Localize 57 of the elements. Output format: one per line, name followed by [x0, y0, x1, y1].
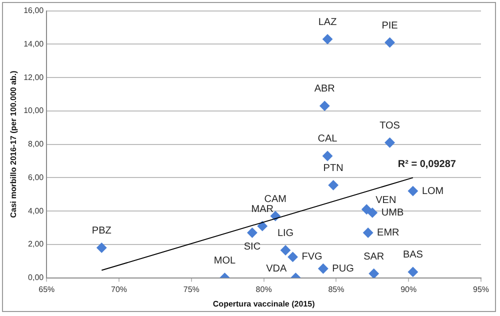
- point: [322, 34, 333, 44]
- annotation: CAL: [318, 134, 338, 145]
- y-tick-label: 8,00: [28, 140, 44, 149]
- annotation: SAR: [364, 251, 384, 262]
- annotation: CAM: [264, 194, 287, 205]
- annotation: VDA: [266, 264, 287, 275]
- y-axis-title: Casi morbillo 2016-17 (per 100.000 ab.): [9, 70, 18, 218]
- annotation: ABR: [314, 84, 335, 95]
- annotation: TOS: [380, 120, 400, 132]
- point: [96, 242, 107, 253]
- point: [384, 138, 395, 148]
- y-tick-label: 14,00: [24, 39, 44, 48]
- point: [367, 208, 378, 218]
- point: [257, 221, 268, 232]
- x-tick-label: 65%: [38, 284, 55, 294]
- point: [280, 245, 291, 256]
- x-tick-label: 75%: [183, 284, 200, 294]
- annotation: VEN: [376, 195, 396, 206]
- x-tick-label: 80%: [256, 284, 272, 294]
- point: [408, 266, 418, 277]
- y-tick-label: 12,00: [24, 72, 44, 82]
- point: [408, 186, 418, 196]
- annotation: PUG: [332, 263, 354, 274]
- annotation: PTN: [323, 162, 344, 174]
- annotation: BAS: [402, 250, 424, 261]
- point: [318, 264, 328, 274]
- annotation: LAZ: [318, 16, 337, 28]
- point: [288, 252, 298, 262]
- y-tick-label: 6,00: [28, 172, 44, 182]
- x-tick-label: 90%: [400, 284, 417, 294]
- x-axis-title: Copertura vaccinale (2015): [212, 299, 316, 308]
- point: [363, 228, 374, 238]
- annotation: LOM: [422, 186, 444, 197]
- annotation: UMB: [381, 207, 404, 218]
- annotation: MOL: [214, 256, 236, 267]
- point: [368, 268, 379, 278]
- point: [247, 228, 258, 238]
- annotation: EMR: [377, 227, 400, 238]
- y-tick-label: 16,00: [24, 6, 44, 16]
- annotation: PBZ: [92, 226, 112, 237]
- annotation: FVG: [302, 252, 323, 263]
- annotation: MAR: [251, 204, 274, 215]
- x-tick-label: 70%: [111, 284, 128, 294]
- annotation: LIG: [277, 228, 294, 240]
- y-tick-label: 2,00: [28, 240, 44, 249]
- point: [384, 38, 395, 48]
- annotation: SIC: [244, 241, 261, 252]
- annotation: R² = 0,09287: [398, 159, 456, 170]
- y-tick-label: 0,00: [28, 273, 44, 282]
- annotation: PIE: [382, 20, 398, 32]
- x-tick-label: 85%: [328, 284, 344, 294]
- point: [328, 180, 338, 190]
- point: [322, 150, 333, 161]
- point: [320, 100, 330, 111]
- y-tick-label: 4,00: [28, 206, 44, 216]
- y-tick-label: 10,00: [24, 106, 44, 116]
- x-tick-label: 95%: [472, 284, 490, 294]
